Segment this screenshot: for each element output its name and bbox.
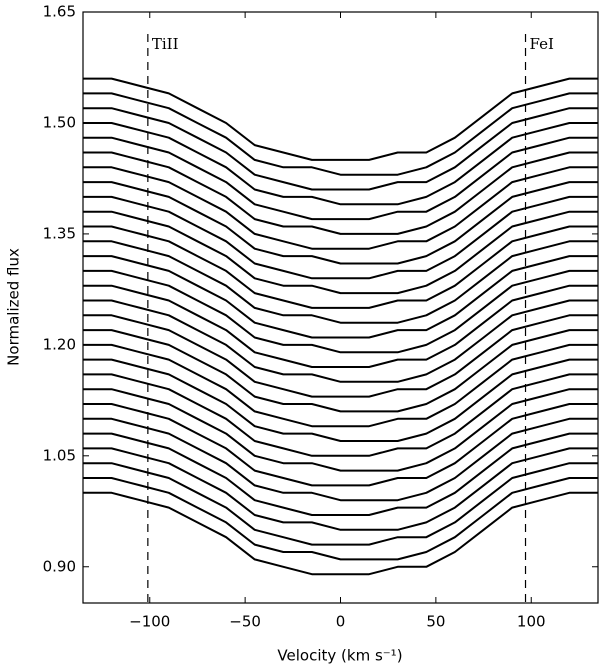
spectrum-line [83, 403, 598, 487]
x-axis-label: Velocity (km s⁻¹) [277, 647, 402, 665]
spectrum-line [83, 373, 598, 457]
spectrum-line [83, 166, 598, 250]
spectrum-line [83, 417, 598, 502]
spectrum-line [83, 107, 598, 191]
spectrum-line [83, 181, 598, 265]
spectrum-line [83, 136, 598, 221]
annotation: FeI [530, 35, 554, 53]
spectrum-line [83, 447, 598, 531]
annotation: TiII [152, 35, 179, 53]
spectrum-line [83, 151, 598, 235]
spectrum-line [83, 225, 598, 309]
y-tick-label: 1.65 [43, 3, 76, 21]
spectrum-line [83, 77, 598, 161]
y-tick-label: 1.50 [43, 113, 76, 131]
spectrum-line [83, 195, 598, 280]
spectrum-line [83, 388, 598, 472]
y-tick-label: 1.05 [43, 446, 76, 464]
spectrum-line [83, 314, 598, 398]
spectrum-line [83, 269, 598, 354]
spectrum-line [83, 343, 598, 428]
spectrum-line [83, 462, 598, 546]
spectrum-line [83, 358, 598, 442]
spectrum-line [83, 284, 598, 368]
x-tick-label: −50 [229, 613, 261, 631]
spectrum-line [83, 240, 598, 324]
spectrum-line [83, 432, 598, 516]
spectrum-line [83, 255, 598, 339]
x-tick-label: 50 [426, 613, 445, 631]
spectrum-line [83, 210, 598, 295]
y-axis-label: Normalized flux [5, 248, 23, 366]
spectrum-line [83, 329, 598, 413]
x-tick-label: 0 [336, 613, 346, 631]
spectrum-line [83, 122, 598, 206]
y-tick-label: 1.20 [43, 335, 76, 353]
spectrum-line [83, 92, 598, 176]
x-tick-label: 100 [517, 613, 546, 631]
y-tick-label: 1.35 [43, 224, 76, 242]
spectrum-line [83, 491, 598, 576]
spectrum-line [83, 299, 598, 383]
y-tick-label: 0.90 [43, 557, 76, 575]
x-tick-label: −100 [129, 613, 170, 631]
spectrum-line [83, 477, 598, 561]
